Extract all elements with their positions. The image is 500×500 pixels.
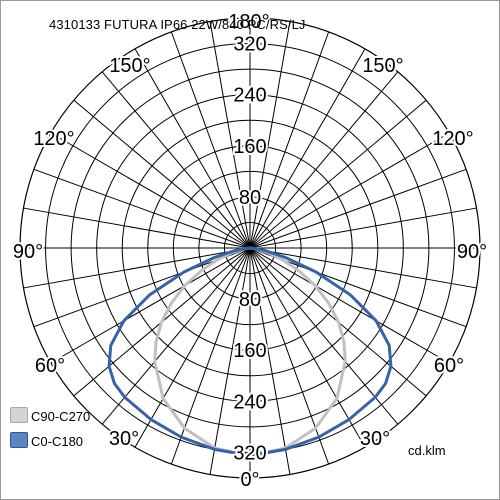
grid-spoke xyxy=(249,21,291,249)
grid-spoke xyxy=(249,247,366,448)
unit-label: cd.klm xyxy=(408,443,446,458)
grid-spoke xyxy=(50,132,251,249)
grid-spoke xyxy=(134,247,251,448)
angle-label: 90° xyxy=(457,241,487,263)
radial-tick-label: 160 xyxy=(233,340,266,362)
angle-label: 60° xyxy=(35,355,65,377)
grid-spoke xyxy=(73,99,251,249)
angle-label: 60° xyxy=(434,355,464,377)
grid-spoke xyxy=(249,99,427,249)
grid-spoke xyxy=(209,247,251,475)
grid-spoke xyxy=(249,247,450,364)
radial-tick-label: 240 xyxy=(233,391,266,413)
radial-tick-label: 240 xyxy=(233,85,266,107)
angle-label: 30° xyxy=(360,428,390,450)
angle-labels: 180° 150° 150° 120° 120° 90° 90° 60° 60° 30° 30° 0° xyxy=(11,9,489,493)
grid-spoke xyxy=(209,21,251,249)
series-layer xyxy=(107,246,393,458)
grid-spoke xyxy=(23,247,251,289)
chart-title: 4310133 FUTURA IP66 22W/840 PC/RS/LJ xyxy=(49,17,306,32)
angle-label: 0° xyxy=(240,469,259,491)
angle-label: 180° xyxy=(228,11,269,33)
grid-spoke xyxy=(249,247,477,289)
angle-label: 90° xyxy=(13,241,43,263)
radial-tick-label: 320 xyxy=(233,34,266,56)
legend-swatch-c90 xyxy=(10,407,28,423)
grid-spoke xyxy=(23,207,251,249)
angle-label: 150° xyxy=(109,55,150,77)
angle-label: 30° xyxy=(109,428,139,450)
grid-spoke xyxy=(50,247,251,364)
grid-spoke xyxy=(249,168,467,249)
radial-tick-label: 320 xyxy=(233,442,266,464)
legend-item-c90: C90-C270 xyxy=(10,407,90,424)
radial-tick-label: 160 xyxy=(233,136,266,158)
grid-spoke xyxy=(134,48,251,249)
radial-tick-labels: 80 80 160 160 240 240 320 320 xyxy=(231,32,268,467)
grid-spoke xyxy=(101,71,251,249)
radial-tick-label: 80 xyxy=(239,289,261,311)
grid-spoke xyxy=(170,31,251,249)
grid-spoke xyxy=(249,207,477,249)
legend-label-c0: C0-C180 xyxy=(31,434,84,449)
series-curve-c0-c180 xyxy=(107,246,393,458)
grid-spoke xyxy=(249,71,399,249)
grid-spoke xyxy=(249,31,330,249)
angular-grid xyxy=(20,18,480,478)
grid-spoke xyxy=(33,168,251,249)
grid-spoke xyxy=(249,247,291,475)
angle-label: 120° xyxy=(432,128,473,150)
angle-label: 150° xyxy=(362,55,403,77)
angle-label: 120° xyxy=(33,128,74,150)
grid-spoke xyxy=(101,247,251,425)
grid-spoke xyxy=(249,132,450,249)
radial-tick-label: 80 xyxy=(239,187,261,209)
grid-spoke xyxy=(249,48,366,249)
legend-label-c90: C90-C270 xyxy=(31,409,91,424)
legend-item-c0: C0-C180 xyxy=(10,432,83,449)
legend-swatch-c0 xyxy=(10,432,28,448)
grid-spoke xyxy=(249,247,399,425)
